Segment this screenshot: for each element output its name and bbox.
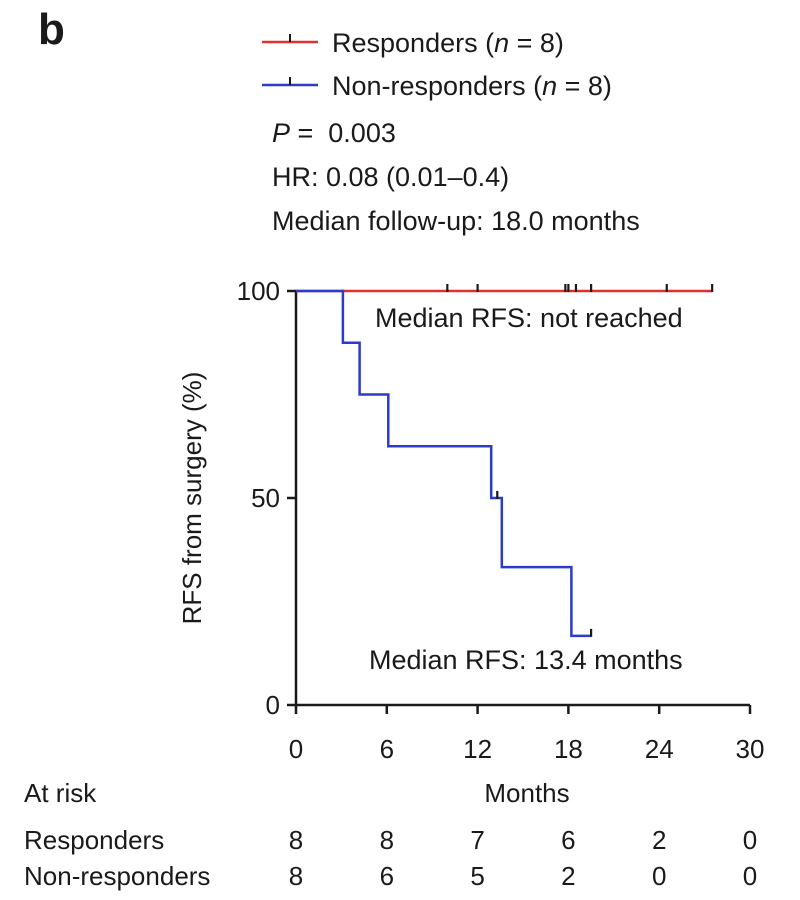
x-tick-label: 18: [554, 734, 583, 764]
legend: Responders (n = 8) Non-responders (n = 8…: [262, 28, 612, 101]
legend-item-responders: Responders (n = 8): [262, 28, 564, 58]
y-ticks: 0 50 100: [237, 276, 296, 720]
panel-label: b: [38, 5, 65, 54]
series-line-non-responders: [296, 289, 592, 638]
p-value: P = 0.003: [272, 118, 396, 148]
legend-item-non-responders: Non-responders (n = 8): [262, 71, 612, 101]
at-risk-value: 8: [289, 825, 303, 855]
legend-label-non-responders: Non-responders (n = 8): [332, 71, 612, 101]
at-risk-value: 2: [652, 825, 666, 855]
x-tick-label: 24: [645, 734, 674, 764]
at-risk-value: 0: [743, 825, 757, 855]
median-followup: Median follow-up: 18.0 months: [272, 206, 640, 236]
at-risk-value: 0: [743, 861, 757, 891]
at-risk-title: At risk: [24, 778, 97, 808]
annotation-non-responders-median: Median RFS: 13.4 months: [369, 645, 683, 675]
at-risk-table: Responders 8 8 7 6 2 0 Non-responders 8 6 5 2 0 0: [24, 825, 757, 891]
series-layer: [296, 284, 714, 638]
y-tick-label: 100: [237, 276, 280, 306]
y-tick-label: 50: [251, 483, 280, 513]
at-risk-value: 7: [470, 825, 484, 855]
annotation-responders-median: Median RFS: not reached: [375, 303, 683, 333]
at-risk-value: 6: [561, 825, 575, 855]
x-tick-label: 30: [736, 734, 765, 764]
at-risk-value: 8: [289, 861, 303, 891]
y-tick-label: 0: [266, 690, 280, 720]
at-risk-row-label: Responders: [24, 825, 164, 855]
at-risk-value: 6: [380, 861, 394, 891]
y-axis-label: RFS from surgery (%): [177, 372, 207, 625]
at-risk-value: 0: [652, 861, 666, 891]
at-risk-value: 8: [380, 825, 394, 855]
at-risk-value: 2: [561, 861, 575, 891]
at-risk-row-label: Non-responders: [24, 861, 210, 891]
x-axis-label: Months: [484, 778, 569, 808]
x-tick-label: 6: [380, 734, 394, 764]
axes: [294, 291, 750, 707]
legend-label-responders: Responders (n = 8): [332, 28, 564, 58]
hazard-ratio: HR: 0.08 (0.01–0.4): [272, 162, 509, 192]
at-risk-value: 5: [470, 861, 484, 891]
x-tick-label: 12: [463, 734, 492, 764]
x-ticks: 0 6 12 18 24 30: [289, 705, 765, 764]
x-tick-label: 0: [289, 734, 303, 764]
